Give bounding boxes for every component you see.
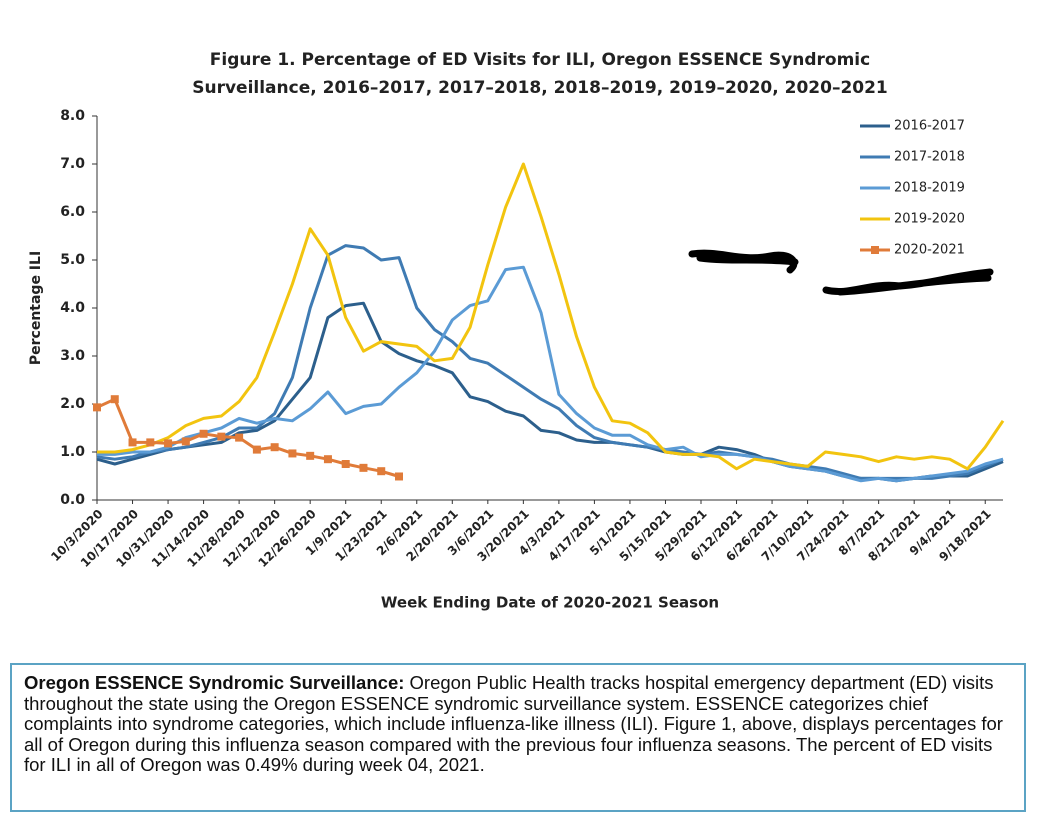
series-marker (395, 472, 403, 481)
x-axis-label: Week Ending Date of 2020-2021 Season (381, 594, 719, 612)
legend-label: 2017-2018 (894, 150, 965, 165)
legend-label: 2018-2019 (894, 181, 965, 196)
series-line (97, 265, 1004, 483)
y-tick-label: 1.0 (60, 444, 85, 460)
legend-marker (871, 246, 879, 254)
series-marker (164, 439, 173, 448)
chart-title: Surveillance, 2016–2017, 2017–2018, 2018… (192, 78, 888, 98)
series-marker (252, 445, 261, 454)
series-marker (288, 449, 297, 458)
series-marker (323, 455, 332, 464)
y-axis-label: Percentage ILI (28, 251, 44, 365)
series-marker (359, 463, 368, 472)
series-marker (217, 432, 226, 441)
redaction-scribble (822, 268, 994, 296)
series-marker (270, 443, 279, 452)
legend-label: 2016-2017 (894, 119, 965, 134)
chart-title: Figure 1. Percentage of ED Visits for IL… (210, 50, 870, 70)
y-tick-label: 8.0 (60, 108, 85, 124)
series-marker (110, 395, 119, 404)
series-marker (341, 460, 350, 468)
series-marker (199, 429, 208, 438)
series-marker (128, 438, 137, 447)
legend-label: 2019-2020 (894, 212, 965, 227)
note-box: Oregon ESSENCE Syndromic Surveillance: O… (10, 663, 1026, 812)
series-line (96, 301, 1004, 483)
y-tick-label: 2.0 (60, 396, 85, 412)
series-line (97, 162, 1005, 471)
series-marker (181, 437, 190, 446)
legend-label: 2020-2021 (894, 243, 965, 258)
redaction-scribble (688, 249, 799, 274)
y-tick-label: 0.0 (60, 492, 85, 508)
chart: Figure 1. Percentage of ED Visits for IL… (28, 50, 1005, 612)
y-tick-label: 5.0 (60, 252, 85, 268)
note-text: Oregon Public Health tracks hospital eme… (24, 672, 1003, 775)
series-marker (306, 451, 315, 460)
y-tick-label: 7.0 (60, 156, 85, 172)
series-marker (377, 467, 386, 476)
y-tick-label: 3.0 (60, 348, 85, 364)
note-title: Oregon ESSENCE Syndromic Surveillance: (24, 672, 405, 693)
series-marker (235, 433, 244, 442)
series-line (96, 244, 1004, 480)
series-marker (146, 438, 155, 447)
y-tick-label: 4.0 (60, 300, 85, 316)
series-marker (93, 403, 101, 412)
y-tick-label: 6.0 (60, 204, 85, 220)
